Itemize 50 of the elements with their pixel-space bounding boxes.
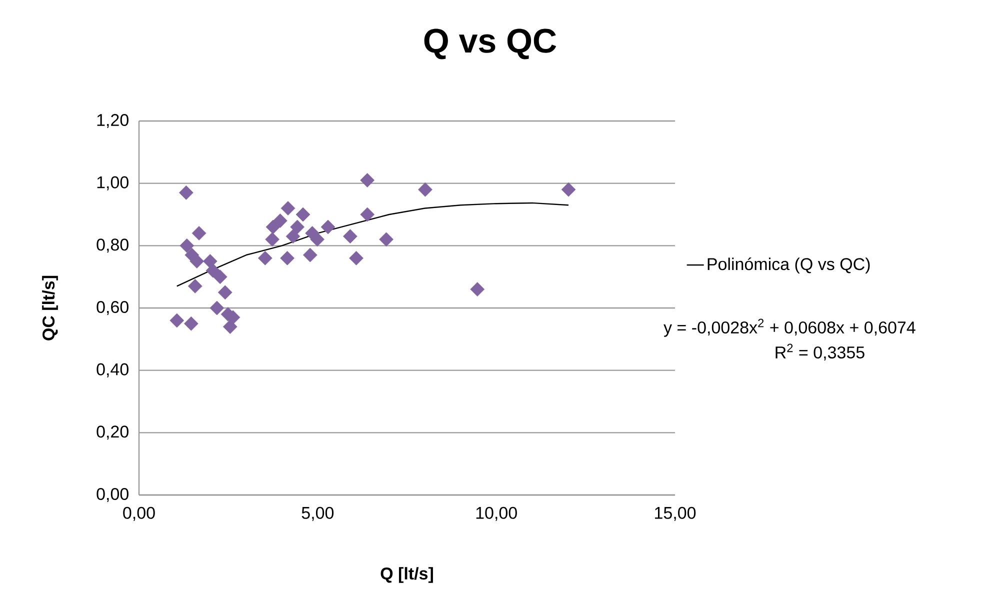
legend-label: Polinómica (Q vs QC) bbox=[708, 257, 870, 274]
point bbox=[561, 182, 576, 197]
y-tick-label: 0,80 bbox=[96, 238, 128, 253]
point bbox=[418, 182, 432, 197]
point bbox=[218, 285, 232, 300]
point bbox=[210, 300, 224, 316]
x-axis-title: Q [lt/s] bbox=[380, 567, 433, 583]
x-tick-label: 5,00 bbox=[302, 506, 334, 521]
x-tick-label: 10,00 bbox=[476, 506, 517, 521]
point bbox=[190, 254, 204, 268]
point bbox=[360, 173, 375, 188]
point bbox=[290, 220, 304, 234]
y-tick-label: 0,40 bbox=[96, 363, 128, 378]
point bbox=[184, 316, 198, 331]
point bbox=[286, 229, 300, 244]
y-tick-label: 0,20 bbox=[96, 426, 128, 440]
y-tick-label: 0,60 bbox=[96, 300, 128, 316]
point bbox=[180, 238, 194, 253]
y-axis-title: QC [lt/s] bbox=[42, 276, 58, 340]
point bbox=[470, 282, 485, 296]
y-tick-label: 0,00 bbox=[96, 488, 128, 502]
point bbox=[212, 270, 228, 284]
point bbox=[265, 232, 280, 247]
point bbox=[170, 313, 184, 328]
point bbox=[206, 263, 220, 278]
point bbox=[192, 226, 206, 240]
point bbox=[302, 248, 318, 262]
point bbox=[188, 278, 202, 294]
point bbox=[178, 185, 194, 200]
point bbox=[202, 254, 218, 268]
x-tick-label: 0,00 bbox=[123, 506, 155, 521]
point bbox=[222, 320, 238, 334]
point bbox=[266, 220, 280, 234]
point bbox=[258, 250, 272, 266]
point bbox=[280, 201, 296, 216]
y-tick-label: 1,00 bbox=[97, 176, 128, 190]
text: R$^{2}$ = 0,3355 bbox=[776, 344, 864, 360]
point bbox=[343, 229, 358, 244]
annotation: y = -0,0028x$^{2}$ + 0,0608x + 0,6074 bbox=[664, 318, 916, 337]
chart-title: Q vs QC bbox=[424, 28, 556, 60]
x-tick-label: 15,00 bbox=[655, 506, 696, 521]
point bbox=[272, 214, 288, 228]
point bbox=[379, 232, 394, 247]
point bbox=[296, 207, 310, 222]
point bbox=[320, 220, 336, 234]
point bbox=[280, 250, 294, 266]
point bbox=[310, 232, 324, 247]
point bbox=[360, 207, 375, 222]
y-tick-label: 1,20 bbox=[97, 114, 128, 128]
point bbox=[349, 250, 364, 266]
